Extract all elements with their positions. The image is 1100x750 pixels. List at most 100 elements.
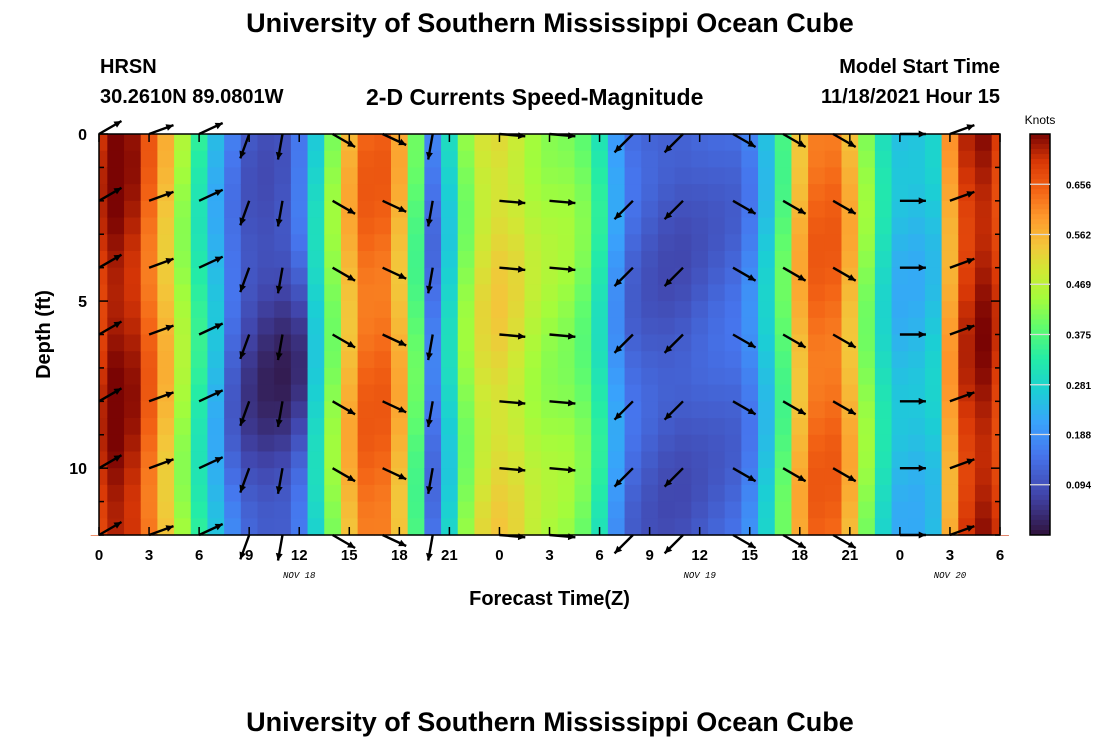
heatmap-cell (107, 434, 125, 453)
heatmap-cell (140, 367, 158, 386)
heatmap-cell (741, 150, 759, 169)
heatmap-cell (441, 484, 459, 503)
heatmap-cell (941, 501, 959, 519)
heatmap-cell (324, 334, 342, 352)
heatmap-cell (708, 167, 726, 185)
heatmap-cell (207, 200, 225, 219)
heatmap-cell (307, 367, 325, 386)
heatmap-cell (441, 134, 459, 152)
colorbar-segment (1030, 204, 1050, 210)
heatmap-cell (808, 284, 826, 302)
current-vector-arrow (275, 267, 284, 294)
heatmap-cell (674, 401, 692, 419)
heatmap-cell (741, 367, 759, 386)
heatmap-cell (290, 468, 309, 486)
heatmap-cell (174, 434, 192, 453)
heatmap-cell (157, 401, 175, 419)
heatmap-cell (240, 418, 259, 436)
heatmap-cell (240, 501, 259, 519)
heatmap-cell (124, 501, 142, 519)
heatmap-cell (257, 367, 275, 386)
heatmap-cell (941, 418, 959, 436)
colorbar-segment (1030, 264, 1050, 270)
heatmap-cell (441, 401, 459, 419)
heatmap-cell (507, 418, 526, 436)
heatmap-cell (774, 468, 793, 486)
arrow-head (966, 324, 975, 332)
heatmap-cell (924, 384, 943, 402)
colorbar-segment (1030, 249, 1050, 255)
heatmap-cell (157, 217, 175, 235)
current-vector-arrow (148, 391, 174, 403)
heatmap-cell (774, 150, 793, 169)
heatmap-cell (357, 217, 375, 235)
heatmap-cell (674, 200, 692, 219)
heatmap-cell (624, 234, 642, 252)
heatmap-cell (774, 134, 793, 152)
heatmap-cell (257, 434, 275, 453)
heatmap-cell (190, 484, 209, 503)
arrow-head (847, 407, 856, 415)
heatmap-cell (240, 150, 259, 169)
heatmap-cell (574, 367, 592, 386)
heatmap-cell (124, 334, 142, 352)
heatmap-cell (974, 434, 993, 453)
heatmap-cell (641, 367, 659, 386)
heatmap-cell (157, 150, 175, 169)
heatmap-cell (257, 301, 275, 319)
heatmap-cell (424, 301, 442, 319)
colorbar-segment (1030, 469, 1050, 476)
heatmap-cell (157, 367, 175, 386)
heatmap-cell (507, 234, 526, 252)
current-vector-arrow (663, 333, 684, 354)
heatmap-cell (574, 150, 592, 169)
heatmap-cell (724, 501, 742, 519)
heatmap-cell (708, 317, 726, 336)
heatmap-cell (190, 317, 209, 336)
heatmap-cell (307, 250, 325, 269)
heatmap-cell (307, 150, 325, 169)
heatmap-cell (941, 434, 959, 453)
heatmap-cell (541, 518, 559, 536)
heatmap-cell (491, 451, 509, 469)
heatmap-cell (174, 200, 192, 219)
heatmap-cell (357, 484, 375, 503)
x-tick-label: 6 (996, 547, 1004, 564)
heatmap-cell (708, 267, 726, 285)
heatmap-cell (641, 267, 659, 285)
heatmap-cell (824, 134, 843, 152)
heatmap-cell (374, 518, 392, 536)
heatmap-cell (157, 284, 175, 302)
heatmap-cell (808, 401, 826, 419)
x-tick-label: 18 (791, 547, 808, 564)
arrow-head (347, 207, 356, 214)
heatmap-cell (324, 217, 342, 235)
heatmap-cell (541, 367, 559, 386)
heatmap-cell (841, 501, 859, 519)
heatmap-cell (974, 267, 993, 285)
heatmap-cell (874, 217, 893, 235)
heatmap-cell (257, 267, 275, 285)
arrow-head (426, 285, 433, 294)
heatmap-cell (290, 518, 309, 536)
heatmap-cell (207, 150, 225, 169)
heatmap-cell (607, 418, 626, 436)
heatmap-cell (390, 418, 409, 436)
heatmap-cell (691, 401, 709, 419)
heatmap-cell (858, 267, 876, 285)
arrow-head (426, 419, 433, 427)
heatmap-cell (941, 217, 959, 235)
heatmap-cell (424, 401, 442, 419)
heatmap-cell (457, 468, 476, 486)
current-vector-arrow (832, 533, 857, 550)
heatmap-cell (808, 184, 826, 202)
heatmap-cell (574, 167, 592, 185)
heatmap-cell (974, 484, 993, 503)
heatmap-cell (808, 217, 826, 235)
arrow-head (847, 207, 856, 214)
heatmap-cell (140, 150, 158, 169)
heatmap-cell (574, 384, 592, 402)
colorbar-segment (1030, 309, 1050, 315)
heatmap-cell (207, 367, 225, 386)
colorbar-segment (1030, 394, 1050, 401)
